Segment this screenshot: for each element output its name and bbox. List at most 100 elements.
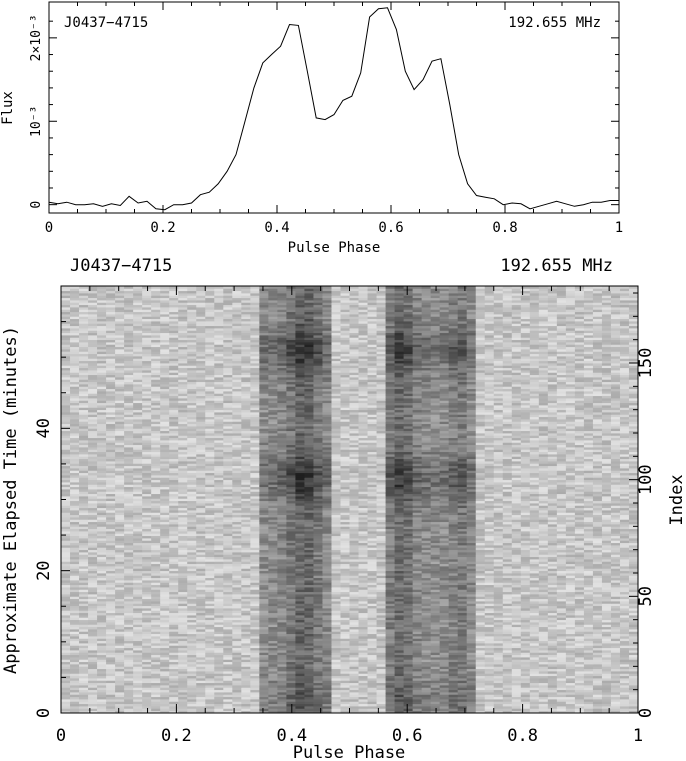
heatmap-cell [556, 617, 567, 621]
heatmap-cell [313, 624, 323, 628]
heatmap-cell [178, 710, 188, 714]
heatmap-cell [601, 568, 612, 572]
heatmap-cell [385, 631, 395, 635]
heatmap-cell [187, 587, 197, 590]
heatmap-cell [583, 561, 594, 565]
heatmap-cell [268, 650, 278, 653]
heatmap-cell [241, 575, 251, 579]
heatmap-cell [628, 596, 639, 600]
heatmap-cell [466, 671, 477, 674]
heatmap-cell [601, 610, 612, 614]
heatmap-cell [133, 654, 143, 658]
heatmap-cell [151, 680, 161, 684]
heatmap-cell [367, 615, 377, 618]
heatmap-cell [178, 580, 188, 583]
heatmap-cell [61, 552, 71, 555]
heatmap-cell [529, 689, 540, 693]
heatmap-cell [601, 559, 612, 562]
heatmap-cell [169, 694, 179, 698]
heatmap-cell [196, 638, 206, 642]
heatmap-cell [322, 538, 332, 541]
heatmap-cell [547, 617, 558, 621]
heatmap-cell [322, 680, 332, 684]
heatmap-cell [97, 657, 107, 660]
heatmap-cell [331, 540, 341, 544]
heatmap-cell [331, 556, 341, 560]
heatmap-cell [250, 545, 260, 548]
heatmap-cell [169, 594, 179, 597]
heatmap-cell [88, 554, 98, 558]
heatmap-cell [484, 631, 495, 635]
heatmap-cell [628, 692, 639, 695]
heatmap-cell [367, 682, 377, 686]
heatmap-cell [601, 652, 612, 656]
heatmap-cell [493, 666, 504, 670]
heatmap-cell [322, 652, 332, 656]
heatmap-cell [565, 615, 576, 618]
heatmap-cell [151, 603, 161, 607]
heatmap-cell [133, 706, 143, 709]
heatmap-cell [367, 538, 377, 541]
heatmap-cell [565, 678, 576, 681]
heatmap-cell [448, 696, 459, 700]
heatmap-cell [565, 563, 576, 567]
heatmap-cell [619, 626, 630, 630]
heatmap-cell [115, 591, 125, 595]
heatmap-cell [367, 598, 377, 602]
heatmap-cell [133, 692, 143, 695]
heatmap-cell [106, 554, 116, 558]
heatmap-cell [70, 615, 80, 618]
heatmap-cell [385, 594, 395, 597]
heatmap-cell [520, 596, 531, 600]
heatmap-cell [439, 603, 450, 607]
heatmap-cell [124, 601, 134, 604]
heatmap-cell [151, 668, 161, 672]
heatmap-cell [250, 629, 260, 632]
heatmap-cell [214, 596, 224, 600]
heatmap-cell [493, 617, 504, 621]
heatmap-cell [511, 626, 522, 630]
heatmap-cell [448, 575, 459, 579]
heatmap-cell [493, 654, 504, 658]
heatmap-cell [394, 680, 404, 684]
heatmap-cell [376, 594, 386, 597]
heatmap-cell [286, 554, 296, 558]
heatmap-cell [565, 540, 576, 544]
heatmap-cell [169, 631, 179, 635]
heatmap-cell [538, 626, 549, 630]
heatmap-cell [205, 666, 215, 670]
heatmap-cell [484, 580, 495, 583]
heatmap-cell [115, 680, 125, 684]
heatmap-cell [421, 626, 432, 630]
heatmap-cell [151, 584, 161, 588]
heatmap-cell [547, 573, 558, 576]
heatmap-cell [322, 540, 332, 544]
heatmap-cell [79, 612, 89, 616]
heatmap-cell [124, 589, 134, 593]
heatmap-cell [529, 619, 540, 623]
heatmap-cell [61, 636, 71, 639]
heatmap-cell [106, 696, 116, 700]
heatmap-cell [484, 556, 495, 560]
heatmap-cell [547, 535, 558, 539]
heatmap-cell [286, 626, 296, 630]
heatmap-cell [160, 575, 170, 579]
heatmap-cell [466, 617, 477, 621]
heatmap-cell [592, 678, 603, 681]
heatmap-cell [268, 612, 278, 616]
heatmap-cell [79, 699, 89, 702]
heatmap-cell [601, 706, 612, 709]
heatmap-cell [475, 605, 486, 609]
heatmap-cell [574, 643, 585, 646]
heatmap-cell [520, 636, 531, 639]
heatmap-cell [448, 638, 459, 642]
heatmap-cell [421, 631, 432, 635]
heatmap-cell [493, 542, 504, 546]
heatmap-cell [313, 591, 323, 595]
heatmap-cell [241, 561, 251, 565]
heatmap-cell [241, 694, 251, 698]
heatmap-cell [331, 559, 341, 562]
heatmap-cell [610, 542, 621, 546]
heatmap-cell [313, 556, 323, 560]
heatmap-cell [529, 538, 540, 541]
